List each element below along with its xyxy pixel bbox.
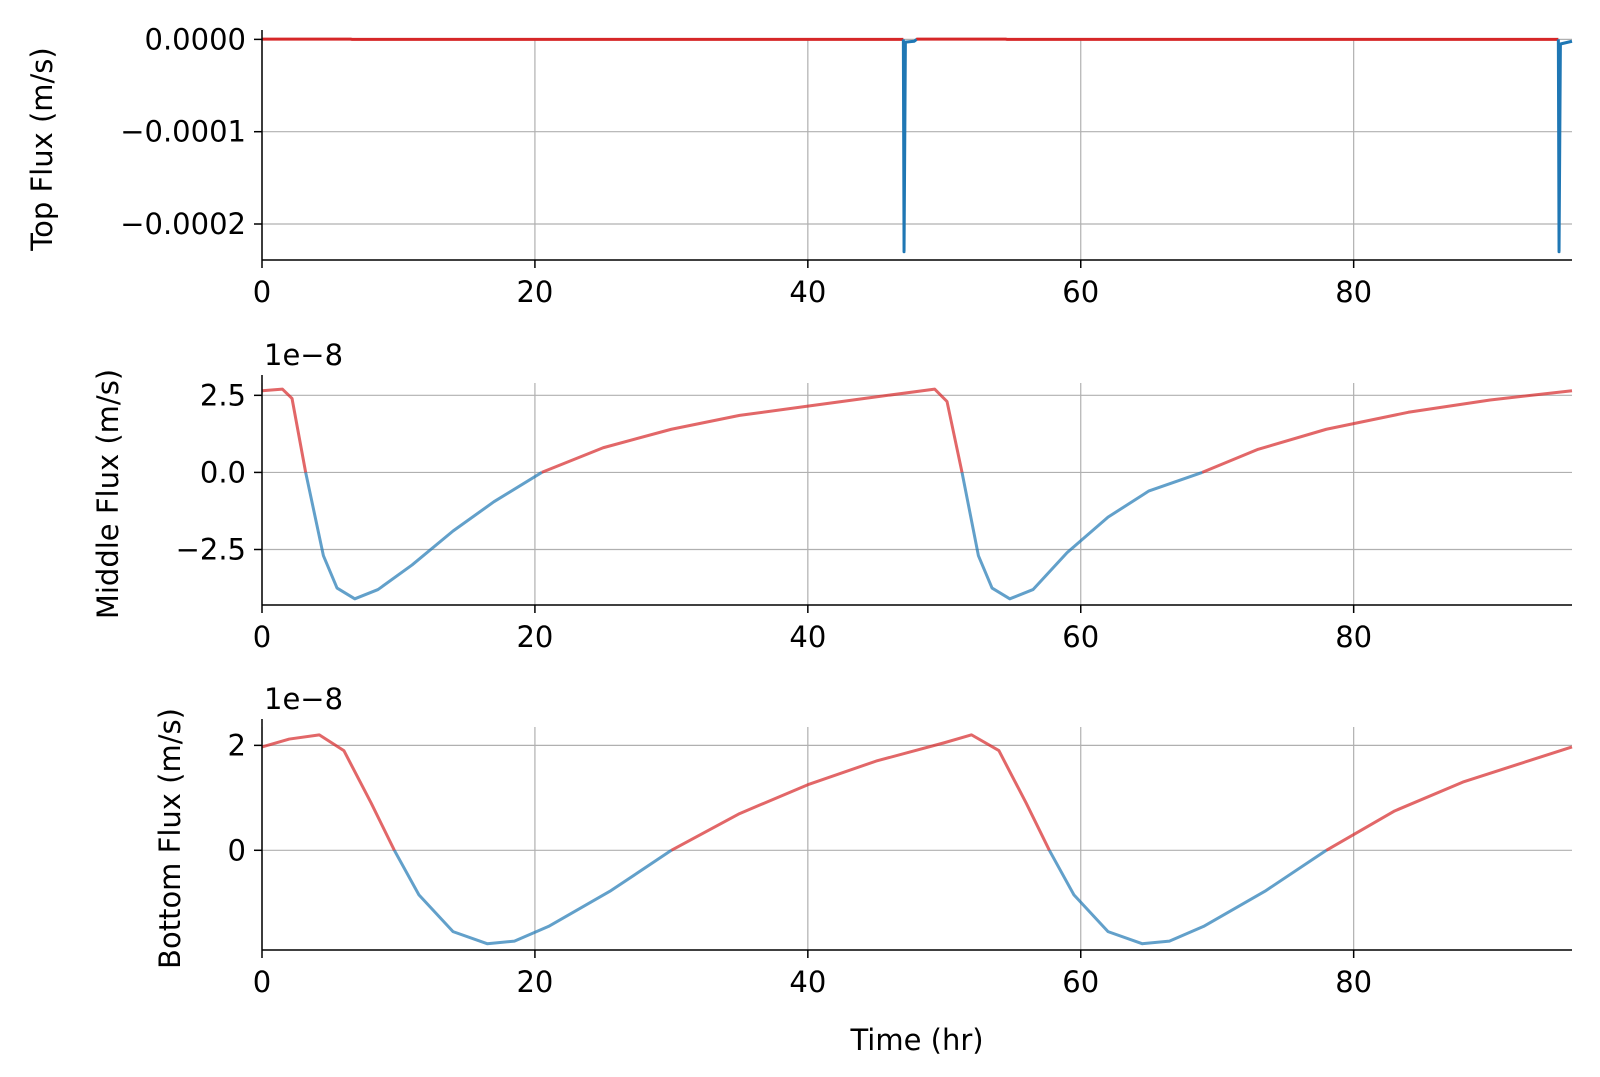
y-tick-label: 2: [228, 728, 246, 762]
y-tick-label: −2.5: [176, 533, 246, 567]
x-tick-label: 20: [516, 620, 553, 654]
series-line-negative: [304, 471, 543, 601]
series-line-positive: [1325, 745, 1573, 852]
x-tick-label: 40: [789, 965, 826, 999]
series-line-positive: [1201, 389, 1573, 474]
x-tick-label: 20: [516, 275, 553, 309]
x-tick-label: 0: [253, 620, 271, 654]
series-line-negative: [393, 849, 673, 946]
x-tick-label: 40: [789, 620, 826, 654]
x-tick-label: 80: [1335, 275, 1372, 309]
x-tick-label: 40: [789, 275, 826, 309]
series-line-negative: [960, 471, 1203, 601]
series-line-negative: [901, 38, 918, 254]
series-line-positive: [670, 733, 1051, 852]
y-tick-label: 2.5: [200, 378, 246, 412]
x-axis-title: Time (hr): [849, 1023, 983, 1057]
x-tick-label: 0: [253, 965, 271, 999]
x-tick-label: 60: [1062, 620, 1099, 654]
y-tick-label: 0.0000: [145, 22, 246, 56]
panel-2: 0 20 40 60 80 2.5 0.0 −2.5 1e−8 Middle Flux (m/s): [91, 338, 1573, 654]
series-line-negative: [1048, 849, 1328, 946]
y-tick-label: −0.0001: [120, 115, 246, 149]
x-tick-label: 60: [1062, 275, 1099, 309]
panel-1: 0 20 40 60 80 0.0000 −0.0001 −0.0002 Top Flux (m…: [25, 22, 1573, 309]
series-line-negative: [1556, 39, 1573, 254]
series-line-positive: [541, 387, 964, 474]
x-tick-label: 80: [1335, 620, 1372, 654]
y-tick-label: −0.0002: [120, 207, 246, 241]
y-offset-label: 1e−8: [264, 338, 343, 372]
x-tick-label: 0: [253, 275, 271, 309]
y-tick-label: 0: [228, 833, 246, 867]
y-tick-label: 0.0: [200, 455, 246, 489]
x-tick-label: 80: [1335, 965, 1372, 999]
x-tick-label: 20: [516, 965, 553, 999]
y-axis-title: Middle Flux (m/s): [91, 369, 125, 619]
y-offset-label: 1e−8: [264, 682, 343, 716]
y-axis-title: Top Flux (m/s): [25, 47, 59, 251]
y-axis-title: Bottom Flux (m/s): [153, 708, 187, 969]
series-line-positive: [261, 733, 396, 851]
x-tick-label: 60: [1062, 965, 1099, 999]
series-line-positive: [261, 387, 308, 473]
